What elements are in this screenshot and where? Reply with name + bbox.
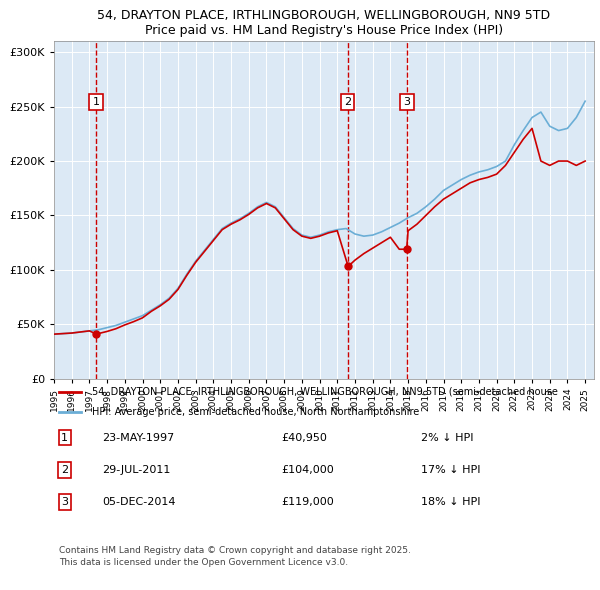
Text: £40,950: £40,950 — [281, 432, 326, 442]
Text: 05-DEC-2014: 05-DEC-2014 — [103, 497, 176, 507]
Text: 17% ↓ HPI: 17% ↓ HPI — [421, 465, 481, 475]
Text: 3: 3 — [403, 97, 410, 107]
Text: 1: 1 — [61, 432, 68, 442]
Text: 2: 2 — [344, 97, 351, 107]
Text: 1: 1 — [92, 97, 100, 107]
Text: £104,000: £104,000 — [281, 465, 334, 475]
Text: HPI: Average price, semi-detached house, North Northamptonshire: HPI: Average price, semi-detached house,… — [92, 407, 419, 417]
Text: 23-MAY-1997: 23-MAY-1997 — [103, 432, 175, 442]
Text: 2% ↓ HPI: 2% ↓ HPI — [421, 432, 474, 442]
Text: Contains HM Land Registry data © Crown copyright and database right 2025.
This d: Contains HM Land Registry data © Crown c… — [59, 546, 411, 568]
Text: 18% ↓ HPI: 18% ↓ HPI — [421, 497, 481, 507]
Text: 3: 3 — [61, 497, 68, 507]
Text: 29-JUL-2011: 29-JUL-2011 — [103, 465, 171, 475]
Title: 54, DRAYTON PLACE, IRTHLINGBOROUGH, WELLINGBOROUGH, NN9 5TD
Price paid vs. HM La: 54, DRAYTON PLACE, IRTHLINGBOROUGH, WELL… — [97, 9, 551, 37]
Text: 2: 2 — [61, 465, 68, 475]
Text: 54, DRAYTON PLACE, IRTHLINGBOROUGH, WELLINGBOROUGH, NN9 5TD (semi-detached house: 54, DRAYTON PLACE, IRTHLINGBOROUGH, WELL… — [92, 386, 557, 396]
Text: £119,000: £119,000 — [281, 497, 334, 507]
